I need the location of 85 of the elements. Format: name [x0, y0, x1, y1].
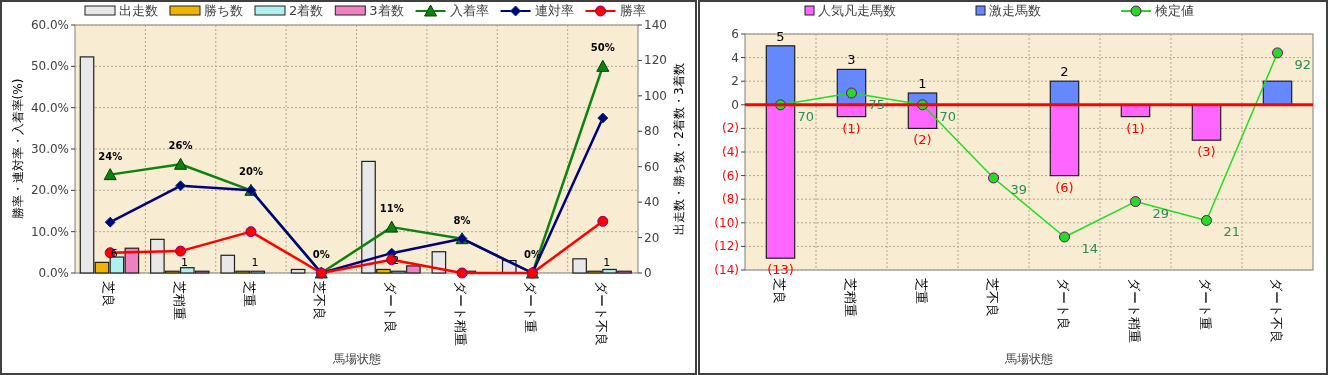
data-label: 1	[251, 256, 259, 270]
x-tick-label: ダート不良	[593, 281, 609, 346]
y2-tick-label: 60	[644, 159, 660, 174]
x-axis-title: 馬場状態	[1004, 352, 1053, 366]
y2-tick-label: 40	[644, 195, 660, 210]
legend-label: 2着数	[289, 3, 324, 18]
legend-label: 連対率	[534, 3, 574, 18]
y-tick-label: (2)	[722, 121, 739, 136]
data-label: 3	[847, 52, 856, 68]
data-label: 1	[181, 256, 189, 270]
x-tick-label: ダート稍重	[1126, 278, 1142, 343]
x-tick-label: ダート重	[1197, 278, 1213, 330]
y2-tick-label: 20	[644, 230, 660, 245]
y2-tick-label: 140	[644, 18, 667, 32]
data-label: 24%	[98, 150, 123, 162]
y-tick-label: 30.0%	[30, 142, 69, 156]
data-label: (6)	[1055, 179, 1074, 195]
y-tick-label: 40.0%	[30, 100, 69, 115]
x-tick-label: 芝良	[771, 278, 787, 304]
data-label: 21	[1223, 224, 1241, 240]
y-tick-label: 4	[731, 50, 739, 65]
data-label: 92	[1294, 56, 1312, 72]
data-label: (1)	[842, 120, 861, 136]
y-tick-label: 0	[731, 97, 739, 112]
y-tick-label: 20.0%	[30, 183, 69, 198]
legend-label: 3着数	[369, 3, 404, 18]
y2-tick-label: 80	[644, 124, 660, 139]
x-tick-label: 芝不良	[312, 281, 328, 320]
y-axis-title: 勝率・連対率・入着率(%)	[11, 78, 25, 220]
data-label: 5	[776, 28, 785, 44]
x-tick-label: 芝稍重	[842, 278, 858, 317]
data-label: 1	[918, 76, 927, 91]
y-tick-label: (6)	[722, 168, 739, 183]
y-tick-label: 50.0%	[30, 59, 69, 74]
x-tick-label: 芝良	[101, 281, 117, 307]
data-label: (2)	[913, 132, 932, 148]
data-label: 8%	[453, 214, 471, 226]
x-tick-label: 芝重	[241, 281, 257, 307]
y-tick-label: 2	[731, 74, 739, 89]
x-axis-title: 馬場状態	[331, 352, 381, 366]
data-label: 2	[1060, 64, 1069, 80]
y-tick-label: (8)	[722, 192, 739, 207]
data-label: 29	[1152, 205, 1170, 221]
y-tick-label: 60.0%	[30, 18, 69, 32]
data-label: 50%	[590, 42, 615, 54]
data-label: 39	[1010, 181, 1028, 197]
y2-tick-label: 120	[644, 53, 667, 68]
data-label: 14	[1081, 240, 1099, 256]
y2-axis-title: 出走数・勝ち数・2着数・3着数	[672, 63, 686, 235]
y2-tick-label: 0	[644, 266, 652, 280]
legend-label: 入着率	[449, 3, 489, 18]
y-tick-label: (10)	[714, 215, 739, 230]
x-tick-label: 芝重	[913, 278, 929, 304]
data-label: (1)	[1126, 120, 1145, 136]
x-tick-label: 芝不良	[984, 278, 1000, 317]
legend-label: 勝ち数	[204, 3, 243, 18]
x-tick-label: ダート不良	[1268, 278, 1284, 343]
data-label: 26%	[168, 140, 193, 152]
y-tick-label: (4)	[722, 145, 739, 159]
data-label: 2	[392, 254, 400, 268]
data-label: 11%	[379, 203, 404, 215]
x-tick-label: ダート重	[523, 281, 539, 333]
x-tick-label: ダート良	[1055, 278, 1071, 330]
legend-label: 検定値	[1155, 3, 1194, 18]
data-label: (13)	[767, 262, 794, 278]
x-tick-label: ダート稍重	[453, 281, 469, 346]
legend-label: 勝率	[619, 3, 646, 18]
y-tick-label: (12)	[714, 239, 739, 254]
data-label: 6	[110, 247, 118, 261]
data-label: (3)	[1197, 144, 1216, 160]
data-label: 70	[797, 108, 815, 124]
y-tick-label: 0.0%	[38, 266, 69, 280]
legend-label: 出走数	[119, 3, 158, 18]
data-label: 0%	[312, 249, 330, 260]
x-tick-label: ダート良	[382, 281, 398, 333]
legend-label: 激走馬数	[989, 3, 1041, 18]
data-label: 70	[939, 108, 957, 124]
data-label: 20%	[238, 166, 263, 178]
legend-label: 人気凡走馬数	[818, 3, 896, 18]
y-tick-label: (14)	[714, 263, 739, 277]
data-label: 1	[603, 256, 611, 270]
y-tick-label: 10.0%	[30, 224, 69, 239]
y-tick-label: 6	[731, 27, 739, 41]
y2-tick-label: 100	[644, 88, 667, 103]
x-tick-label: 芝稍重	[171, 281, 187, 320]
